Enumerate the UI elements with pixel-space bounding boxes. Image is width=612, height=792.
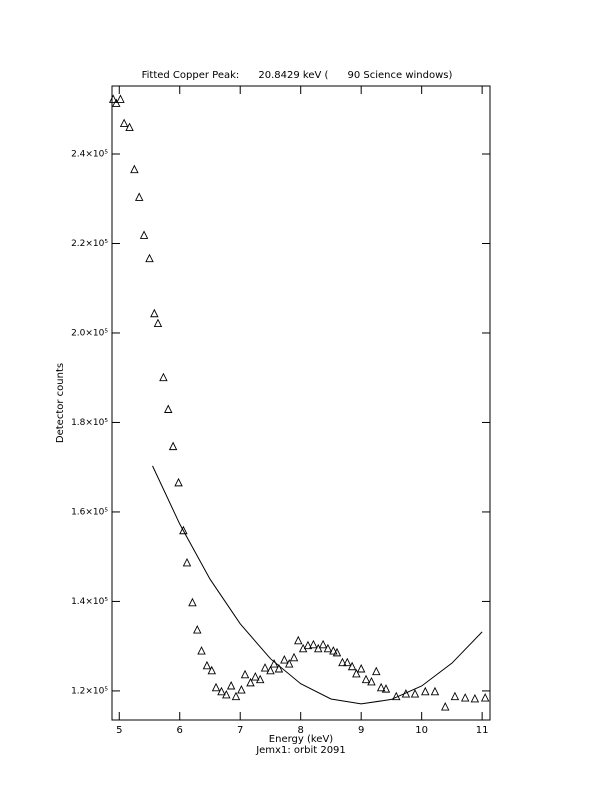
data-point [125, 122, 134, 132]
data-point [421, 686, 430, 696]
data-point [108, 94, 118, 103]
data-point [338, 657, 347, 667]
data-point [188, 597, 197, 607]
data-point [372, 666, 381, 676]
data-point [260, 663, 270, 672]
data-point [153, 318, 163, 328]
data-point [318, 639, 328, 649]
y-axis-label: Detector counts [55, 363, 66, 443]
data-point [116, 94, 125, 103]
data-point [231, 691, 241, 701]
data-point [251, 672, 260, 681]
data-point [294, 635, 303, 645]
data-point [179, 525, 188, 535]
data-point [211, 682, 221, 692]
chart-title: Fitted Copper Peak: 20.8429 keV ( 90 Sci… [142, 70, 453, 81]
data-point [410, 689, 420, 698]
data-point [284, 659, 294, 668]
data-point [112, 98, 121, 107]
data-point [280, 655, 289, 664]
data-point [274, 663, 284, 673]
data-point [376, 682, 386, 692]
data-point [164, 404, 173, 413]
x-tick-label: 7 [237, 725, 243, 736]
data-point [430, 686, 440, 696]
data-point [255, 674, 265, 684]
data-point [480, 693, 490, 702]
data-point [352, 668, 361, 678]
data-point [207, 665, 217, 675]
data-point [323, 643, 333, 653]
data-point [217, 686, 226, 696]
x-tick-label: 9 [358, 725, 364, 736]
data-point [193, 625, 202, 634]
x-tick-label: 6 [177, 725, 183, 736]
y-tick-label: 1.8×10⁵ [71, 418, 108, 428]
data-point [182, 557, 192, 567]
data-point [347, 661, 357, 671]
y-tick-label: 2.0×10⁵ [71, 328, 108, 338]
data-point [332, 647, 342, 657]
data-point [226, 680, 236, 690]
data-point [266, 665, 275, 675]
data-point [174, 477, 183, 487]
data-point [237, 685, 246, 694]
x-tick-label: 10 [415, 725, 428, 736]
data-point [314, 643, 323, 653]
data-point [303, 640, 313, 650]
data-point [343, 657, 352, 667]
data-point [329, 646, 338, 655]
x-tick-label: 11 [476, 725, 489, 736]
y-tick-label: 2.2×10⁵ [71, 239, 108, 249]
y-tick-label: 1.2×10⁵ [71, 686, 108, 696]
data-point [119, 118, 129, 128]
data-point [309, 639, 318, 649]
data-point [450, 691, 460, 701]
data-point [168, 441, 178, 451]
data-point [356, 663, 366, 673]
x-tick-label: 8 [298, 725, 304, 736]
fit-curve [152, 465, 483, 705]
data-point [367, 676, 376, 686]
data-point [240, 669, 250, 679]
data-point [381, 684, 391, 693]
subtitle: Jemx1: orbit 2091 [255, 745, 346, 756]
data-point [470, 693, 480, 703]
x-tick-label: 5 [116, 725, 122, 736]
y-tick-label: 2.4×10⁵ [71, 150, 108, 160]
y-tick-label: 1.6×10⁵ [71, 507, 108, 517]
x-axis-label: Energy (keV) [269, 734, 334, 745]
data-point [222, 689, 231, 699]
plot-frame [111, 85, 491, 721]
y-tick-label: 1.4×10⁵ [71, 597, 108, 607]
data-point [361, 674, 371, 684]
data-point [145, 253, 154, 263]
data-point [139, 230, 149, 239]
data-point [202, 660, 212, 670]
data-point [159, 372, 168, 382]
data-point [441, 702, 450, 711]
data-point [289, 652, 299, 662]
data-point [130, 164, 139, 174]
data-point [460, 693, 470, 702]
data-point [246, 677, 255, 687]
data-point [197, 646, 206, 655]
data-point [134, 192, 144, 201]
data-point [150, 308, 159, 318]
